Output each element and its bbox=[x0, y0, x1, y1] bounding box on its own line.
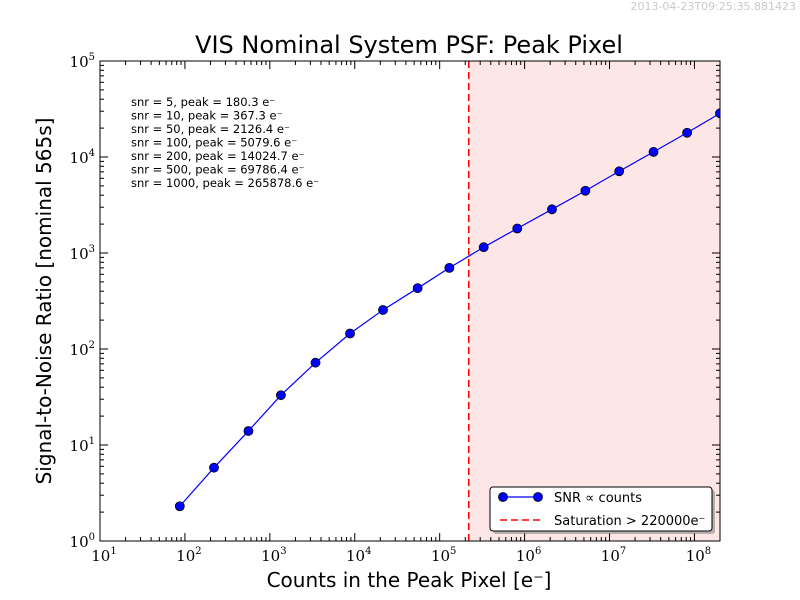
y-axis-label: Signal-to-Noise Ratio [nominal 565s] bbox=[32, 118, 56, 485]
annotation-line: snr = 1000, peak = 265878.6 e⁻ bbox=[131, 176, 319, 190]
data-point bbox=[174, 501, 185, 512]
data-point bbox=[378, 305, 388, 315]
x-tick-label: 101 bbox=[91, 546, 116, 565]
legend-marker-snr bbox=[498, 492, 508, 502]
y-tick-label: 103 bbox=[70, 244, 95, 263]
x-tick-label: 108 bbox=[686, 546, 711, 565]
data-point bbox=[682, 127, 693, 138]
y-tick-label: 102 bbox=[70, 340, 95, 359]
data-point bbox=[715, 108, 720, 119]
legend: SNR ∝ counts Saturation > 220000e⁻ bbox=[489, 486, 715, 534]
annotation-line: snr = 500, peak = 69786.4 e⁻ bbox=[131, 163, 305, 177]
x-tick-label: 104 bbox=[346, 546, 371, 565]
annotation-line: snr = 200, peak = 14024.7 e⁻ bbox=[131, 149, 305, 163]
y-tick-label: 105 bbox=[70, 52, 95, 71]
data-point bbox=[512, 223, 523, 234]
data-point bbox=[478, 242, 489, 253]
x-tick-label: 102 bbox=[176, 546, 201, 565]
chart-title: VIS Nominal System PSF: Peak Pixel bbox=[195, 31, 623, 59]
x-tick-label: 105 bbox=[431, 546, 456, 565]
data-point bbox=[276, 390, 286, 401]
plot-frame bbox=[99, 60, 721, 542]
plot-area: 101 102 103 104 105 106 107 1081001011021031041… bbox=[70, 52, 721, 565]
x-tick-label: 107 bbox=[601, 546, 626, 565]
legend-box bbox=[489, 486, 713, 532]
annotation-line: snr = 50, peak = 2126.4 e⁻ bbox=[131, 122, 290, 136]
y-tick-label: 101 bbox=[70, 436, 95, 455]
data-point bbox=[580, 185, 591, 196]
annotation-line: snr = 5, peak = 180.3 e⁻ bbox=[131, 95, 275, 109]
timestamp: 2013-04-23T09:25:35.881423 bbox=[630, 0, 796, 13]
data-point bbox=[243, 426, 254, 436]
data-point bbox=[345, 328, 355, 339]
x-tick-label: 103 bbox=[261, 546, 286, 565]
y-tick-label: 104 bbox=[70, 148, 95, 167]
series-group bbox=[174, 108, 720, 512]
data-point bbox=[547, 204, 557, 215]
annotation-line: snr = 10, peak = 367.3 e⁻ bbox=[131, 109, 283, 123]
legend-label-saturation: Saturation > 220000e⁻ bbox=[554, 514, 705, 529]
y-tick-label: 100 bbox=[70, 532, 95, 551]
annotation-line: snr = 100, peak = 5079.6 e⁻ bbox=[131, 136, 297, 150]
data-point bbox=[614, 166, 625, 177]
data-point bbox=[209, 462, 219, 473]
legend-marker-snr bbox=[533, 492, 543, 502]
data-point bbox=[648, 147, 659, 157]
legend-label-snr: SNR ∝ counts bbox=[554, 491, 642, 506]
data-point bbox=[444, 262, 455, 273]
data-point bbox=[310, 357, 321, 368]
saturation-region bbox=[468, 61, 720, 541]
x-axis-label: Counts in the Peak Pixel [e⁻] bbox=[267, 568, 552, 592]
data-point bbox=[412, 283, 423, 294]
x-tick-label: 106 bbox=[516, 546, 541, 565]
